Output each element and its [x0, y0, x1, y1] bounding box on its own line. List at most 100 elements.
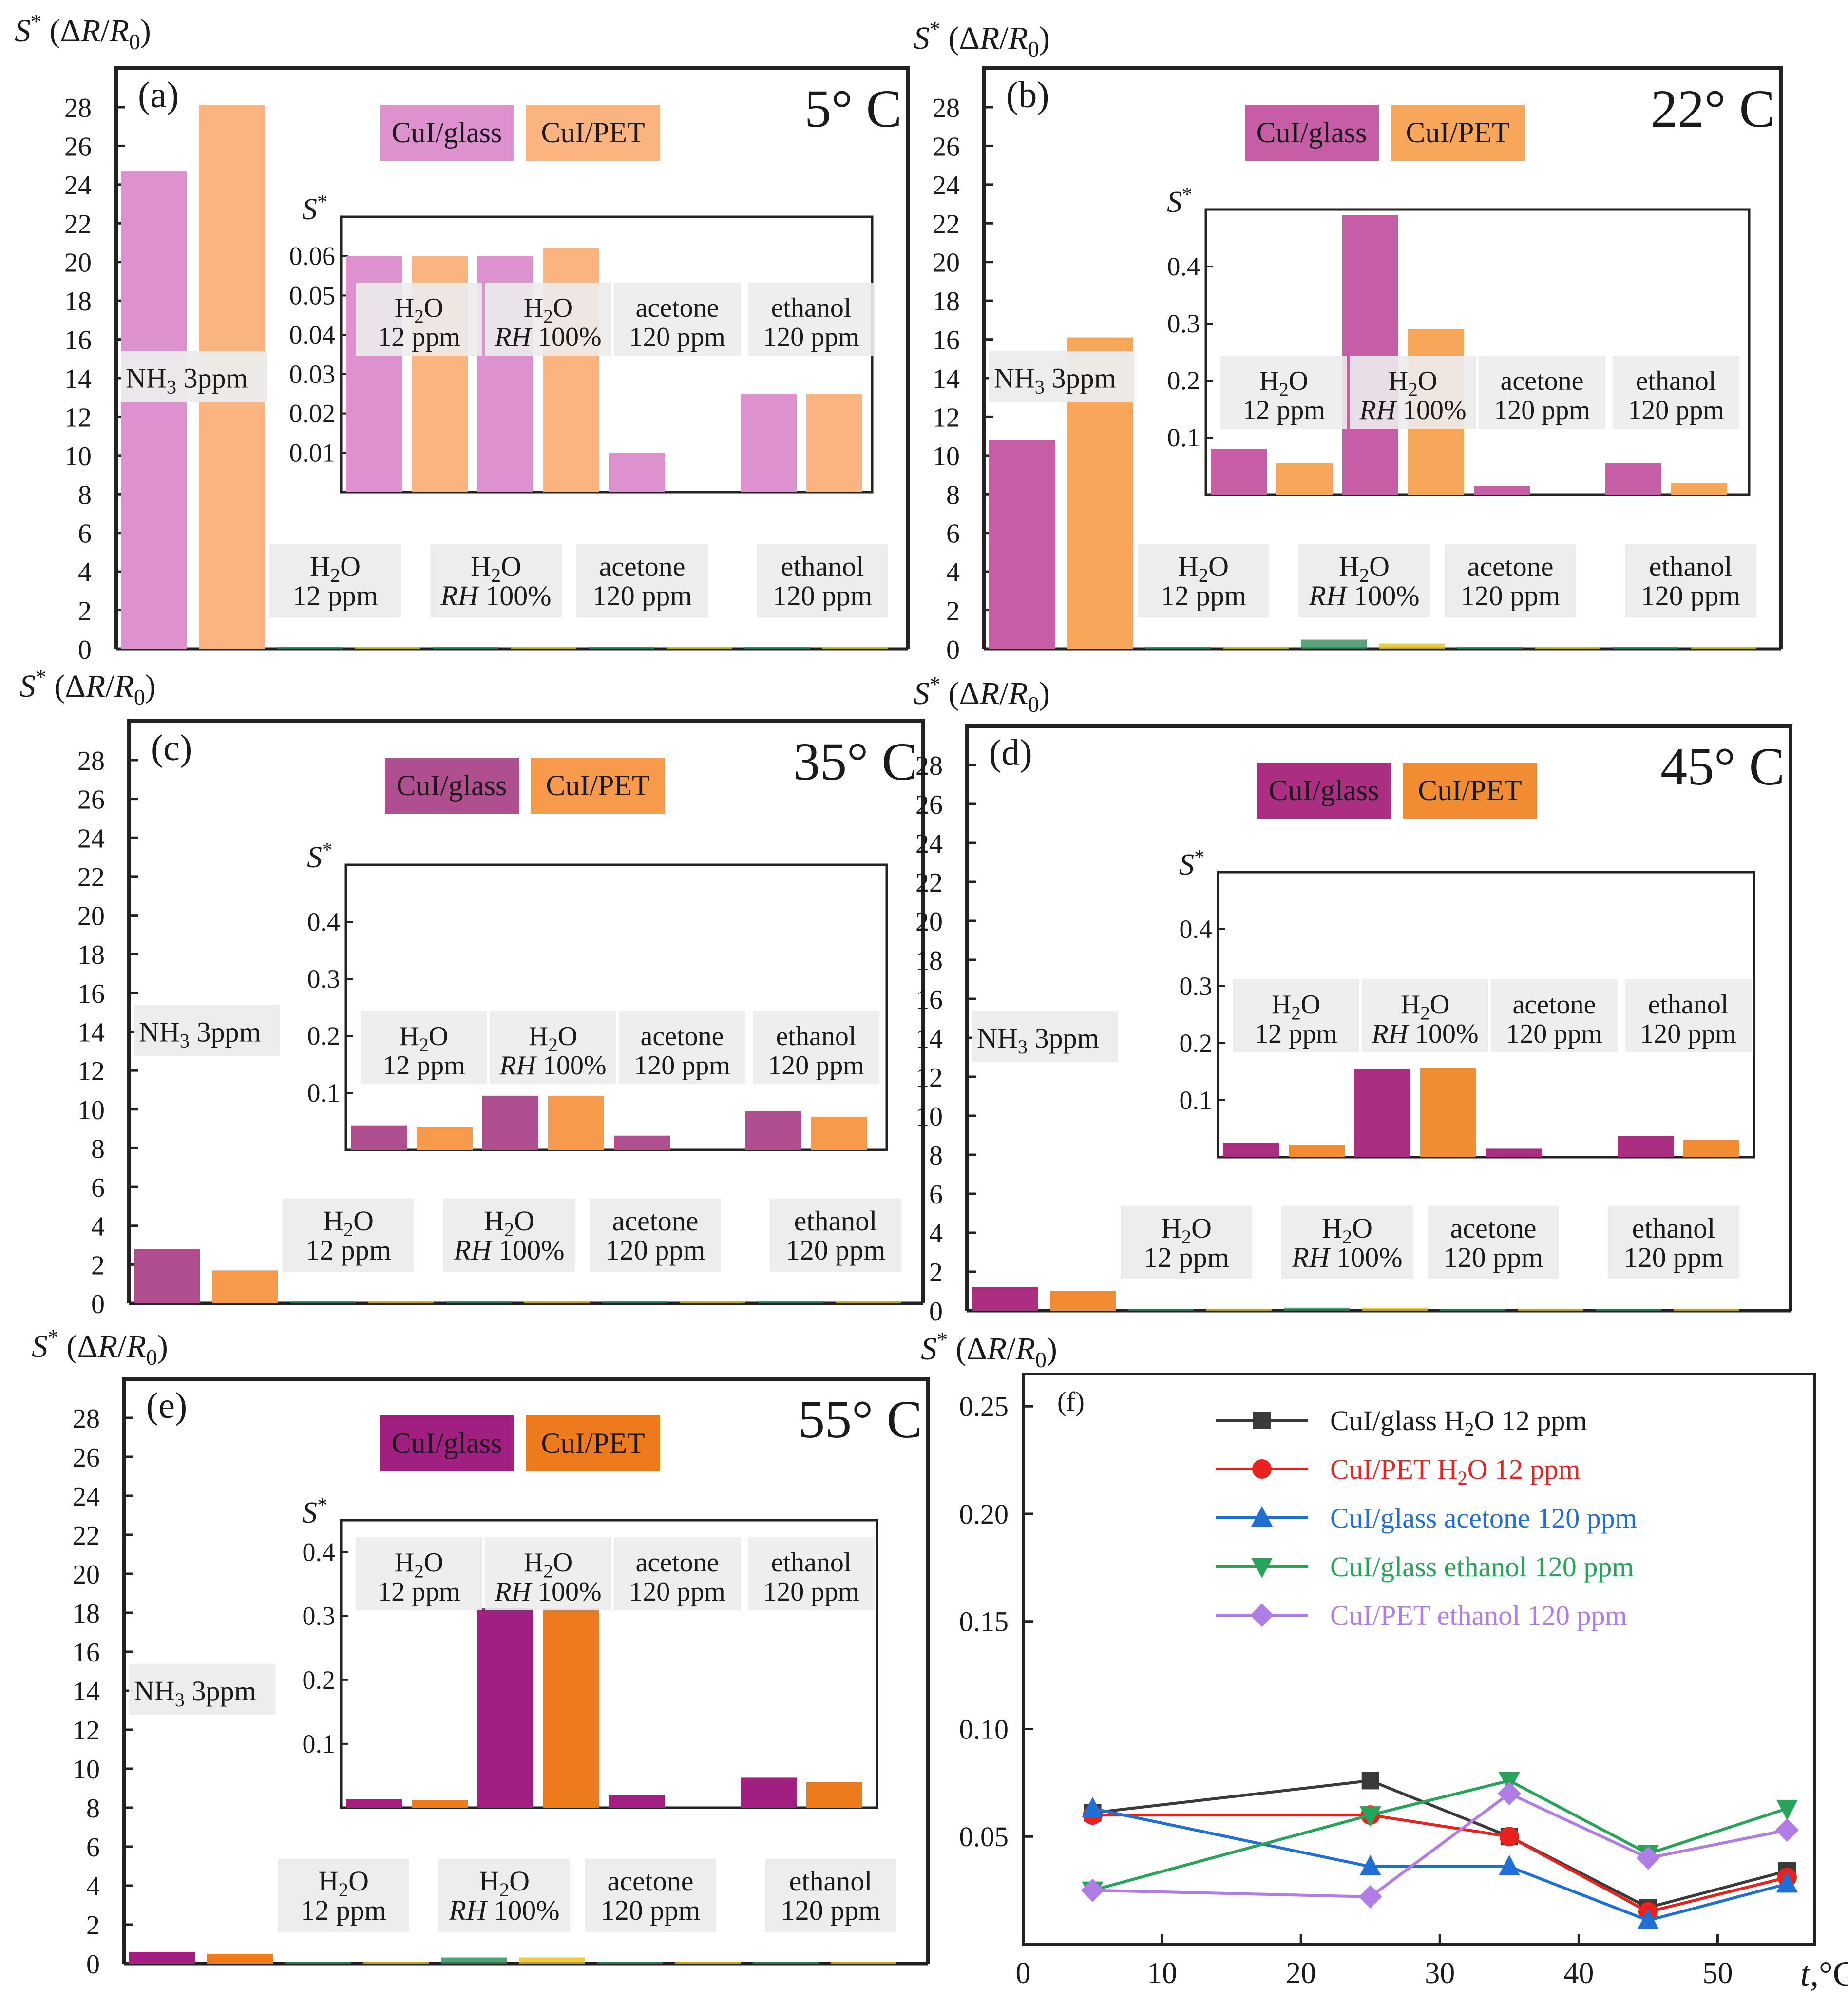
y-tick-label: 2: [91, 1250, 105, 1280]
inset-y-tick-label: 0.3: [303, 1602, 336, 1631]
nh3-label-box: [121, 351, 267, 402]
inset-category-label-ethanol-line2: 120 ppm: [763, 1577, 859, 1607]
y-tick-label: 26: [64, 132, 92, 162]
y-tick-label: 24: [915, 829, 943, 859]
nh3-label-box: [129, 1664, 275, 1715]
y-tick-label: 16: [73, 1638, 100, 1668]
inset-category-box: [356, 1537, 482, 1610]
x-tick-label: 0: [1016, 1957, 1031, 1990]
y-tick-label: 28: [73, 1404, 100, 1434]
legend-label: CuI/PET ethanol 120 ppm: [1330, 1600, 1627, 1631]
y-tick-label: 22: [73, 1521, 100, 1551]
bar-glass-2: [433, 647, 498, 649]
inset-bar-glass-1: [482, 1095, 538, 1150]
panel-frame: [965, 724, 1792, 1311]
bar-glass-3: [602, 1301, 667, 1303]
inset-category-label-ethanol-line2: 120 ppm: [768, 1050, 864, 1081]
category-label-acetone-line2: 120 ppm: [601, 1894, 701, 1926]
bar-pet-3: [1518, 1309, 1583, 1311]
data-point: [1776, 1872, 1798, 1893]
category-box: [576, 544, 708, 617]
y-tick-label: 14: [77, 1018, 105, 1048]
bar-pet-4: [1674, 1309, 1739, 1311]
bar-pet-1: [363, 1962, 429, 1964]
series-1: CuI/PET H2O 12 ppm: [1083, 1453, 1797, 1922]
category-box: [765, 1859, 896, 1932]
category-box: [269, 544, 401, 617]
inset-category-label-h2o12-line2: 12 ppm: [382, 1050, 465, 1081]
legend-label: CuI/glass H2O 12 ppm: [1330, 1405, 1587, 1440]
inset-category-box: [753, 1011, 879, 1084]
bar-glass-4: [1613, 647, 1678, 649]
category-label-h2o12-line2: 12 ppm: [301, 1894, 386, 1926]
category-label-acetone-line1: acetone: [607, 1865, 693, 1897]
bar-glass-3: [589, 647, 654, 649]
inset-category-box: [614, 283, 741, 356]
bar-pet-0: [1050, 1291, 1116, 1311]
series-line: [1092, 1779, 1788, 1892]
bar-glass-4: [744, 647, 810, 649]
y-tick-label: 24: [73, 1482, 100, 1512]
category-box: [430, 544, 562, 617]
y-tick-label: 0.20: [959, 1498, 1009, 1530]
inset-y-tick-label: 0.1: [307, 1078, 341, 1108]
y-tick-label: 0: [91, 1289, 105, 1319]
series-2: CuI/glass acetone 120 ppm: [1082, 1502, 1798, 1929]
y-tick-label: 4: [929, 1219, 943, 1249]
inset-y-tick-label: 0.01: [289, 438, 336, 467]
inset-bar-glass-1: [1354, 1069, 1410, 1157]
category-label-h2o12-line1: H2O: [310, 551, 361, 586]
inset-bar-pet-1: [1420, 1068, 1476, 1157]
category-box: [757, 544, 888, 617]
inset-category-box: [1479, 356, 1605, 429]
y-tick-label: 0: [78, 635, 92, 665]
bar-glass-2: [1301, 639, 1367, 649]
temperature-label: 45° C: [1660, 737, 1785, 796]
inset-bar-pet-1: [548, 1095, 604, 1150]
inset-category-label-ethanol-line1: ethanol: [776, 1021, 857, 1051]
inset-category-box: [485, 283, 611, 356]
inset-bar-glass-2: [609, 1795, 665, 1808]
y-tick-label: 10: [933, 441, 960, 472]
y-tick-label: 0: [946, 635, 960, 665]
y-tick-label: 0.25: [959, 1391, 1009, 1422]
inset-category-box: [1613, 356, 1739, 429]
bar-glass-2: [441, 1957, 507, 1964]
category-box: [1445, 544, 1576, 617]
panel-letter: (c): [151, 727, 192, 768]
y-tick-label: 2: [929, 1258, 943, 1288]
y-tick-label: 20: [64, 248, 92, 278]
bar-glass-1: [285, 1962, 351, 1964]
y-tick-label: 6: [86, 1833, 100, 1863]
inset-category-label-h2o12-line2: 12 ppm: [378, 322, 460, 352]
panel-frame: [114, 66, 910, 649]
inset-category-label-h2o12-line2: 12 ppm: [1255, 1019, 1337, 1049]
panel-letter: (d): [989, 732, 1032, 773]
legend-pet-label: CuI/PET: [541, 116, 645, 149]
inset-category-label-h2o12-line1: H2O: [400, 1021, 449, 1055]
nh3-label-box: [989, 351, 1135, 402]
x-axis-title: t,°C: [1800, 1954, 1848, 1993]
inset-category-label-h2o12-line1: H2O: [395, 1547, 444, 1582]
inset-bar-glass-0: [346, 1799, 402, 1808]
inset-bar-glass-2: [614, 1135, 670, 1150]
inset-y-tick-label: 0.3: [1180, 972, 1213, 1001]
y-tick-label: 28: [915, 751, 943, 781]
